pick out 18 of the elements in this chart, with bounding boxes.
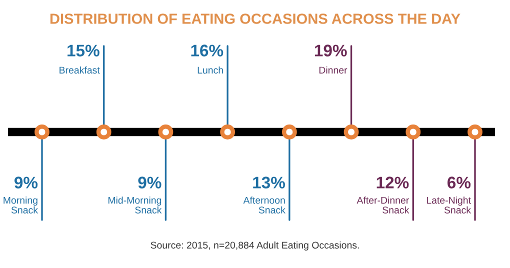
data-label: 6% bbox=[448, 176, 471, 188]
data-label: 12% bbox=[376, 176, 409, 188]
data-label: 9% bbox=[138, 176, 162, 188]
category-label: Mid-Morning Snack bbox=[108, 196, 162, 214]
category-label: Late-Night Snack bbox=[426, 196, 472, 214]
data-label: 13% bbox=[253, 176, 285, 188]
category-label: After-Dinner Snack bbox=[356, 196, 410, 214]
category-label: Breakfast bbox=[60, 66, 100, 74]
category-label: Afternoon Snack bbox=[243, 196, 286, 214]
category-label: Morning Snack bbox=[4, 196, 38, 214]
source-note: Source: 2015, n=20,884 Adult Eating Occasions. bbox=[150, 241, 359, 251]
data-label: 16% bbox=[191, 44, 224, 56]
category-label: Dinner bbox=[319, 66, 348, 74]
text: DISTRIBUTION OF EATING OCCASIONS ACROSS THE DAY bbox=[50, 14, 460, 24]
category-label: Lunch bbox=[198, 66, 223, 74]
data-label: 15% bbox=[68, 44, 100, 56]
data-label: 19% bbox=[314, 44, 347, 56]
data-label: 9% bbox=[14, 176, 38, 188]
